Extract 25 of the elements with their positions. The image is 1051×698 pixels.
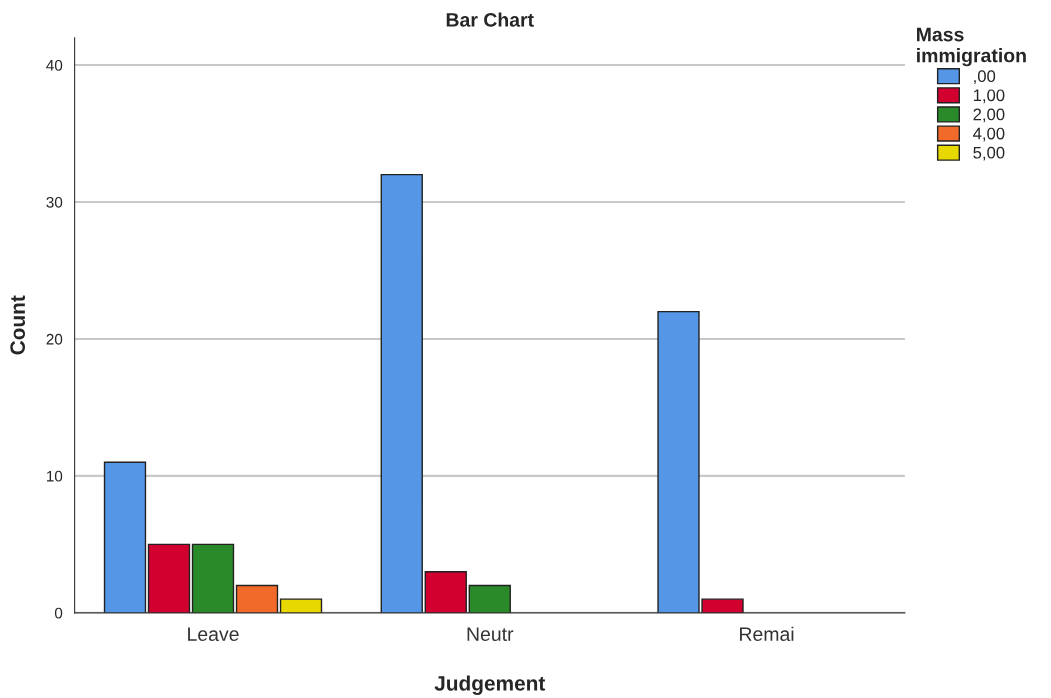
- legend-label: ,00: [974, 70, 996, 85]
- x-axis-title: Judgement: [434, 675, 546, 695]
- y-tick-label: 20: [46, 333, 63, 345]
- y-tick-label: 30: [46, 196, 63, 208]
- x-tick-label: Leave: [188, 627, 239, 642]
- y-tick-label: 0: [54, 607, 63, 619]
- chart-title: Bar Chart: [446, 12, 534, 27]
- x-tick-label: Remai: [740, 626, 794, 642]
- y-axis-title: Count: [10, 295, 26, 355]
- y-tick-label: 40: [46, 59, 63, 71]
- bar: [103, 461, 147, 613]
- legend-label: 1,00: [973, 89, 1005, 104]
- bar: [380, 173, 423, 613]
- bar: [279, 598, 323, 613]
- bar: [191, 543, 235, 613]
- y-tick-label: 10: [46, 470, 63, 482]
- legend-label: 4,00: [973, 127, 1005, 142]
- x-tick-label: Neutr: [467, 627, 514, 642]
- bar: [424, 571, 467, 613]
- bar: [468, 584, 511, 613]
- legend-label: 5,00: [973, 146, 1005, 161]
- legend-label: 2,00: [973, 108, 1005, 123]
- bar: [235, 584, 279, 613]
- bar: [147, 543, 191, 613]
- legend-title: Mass immigration: [917, 27, 1026, 67]
